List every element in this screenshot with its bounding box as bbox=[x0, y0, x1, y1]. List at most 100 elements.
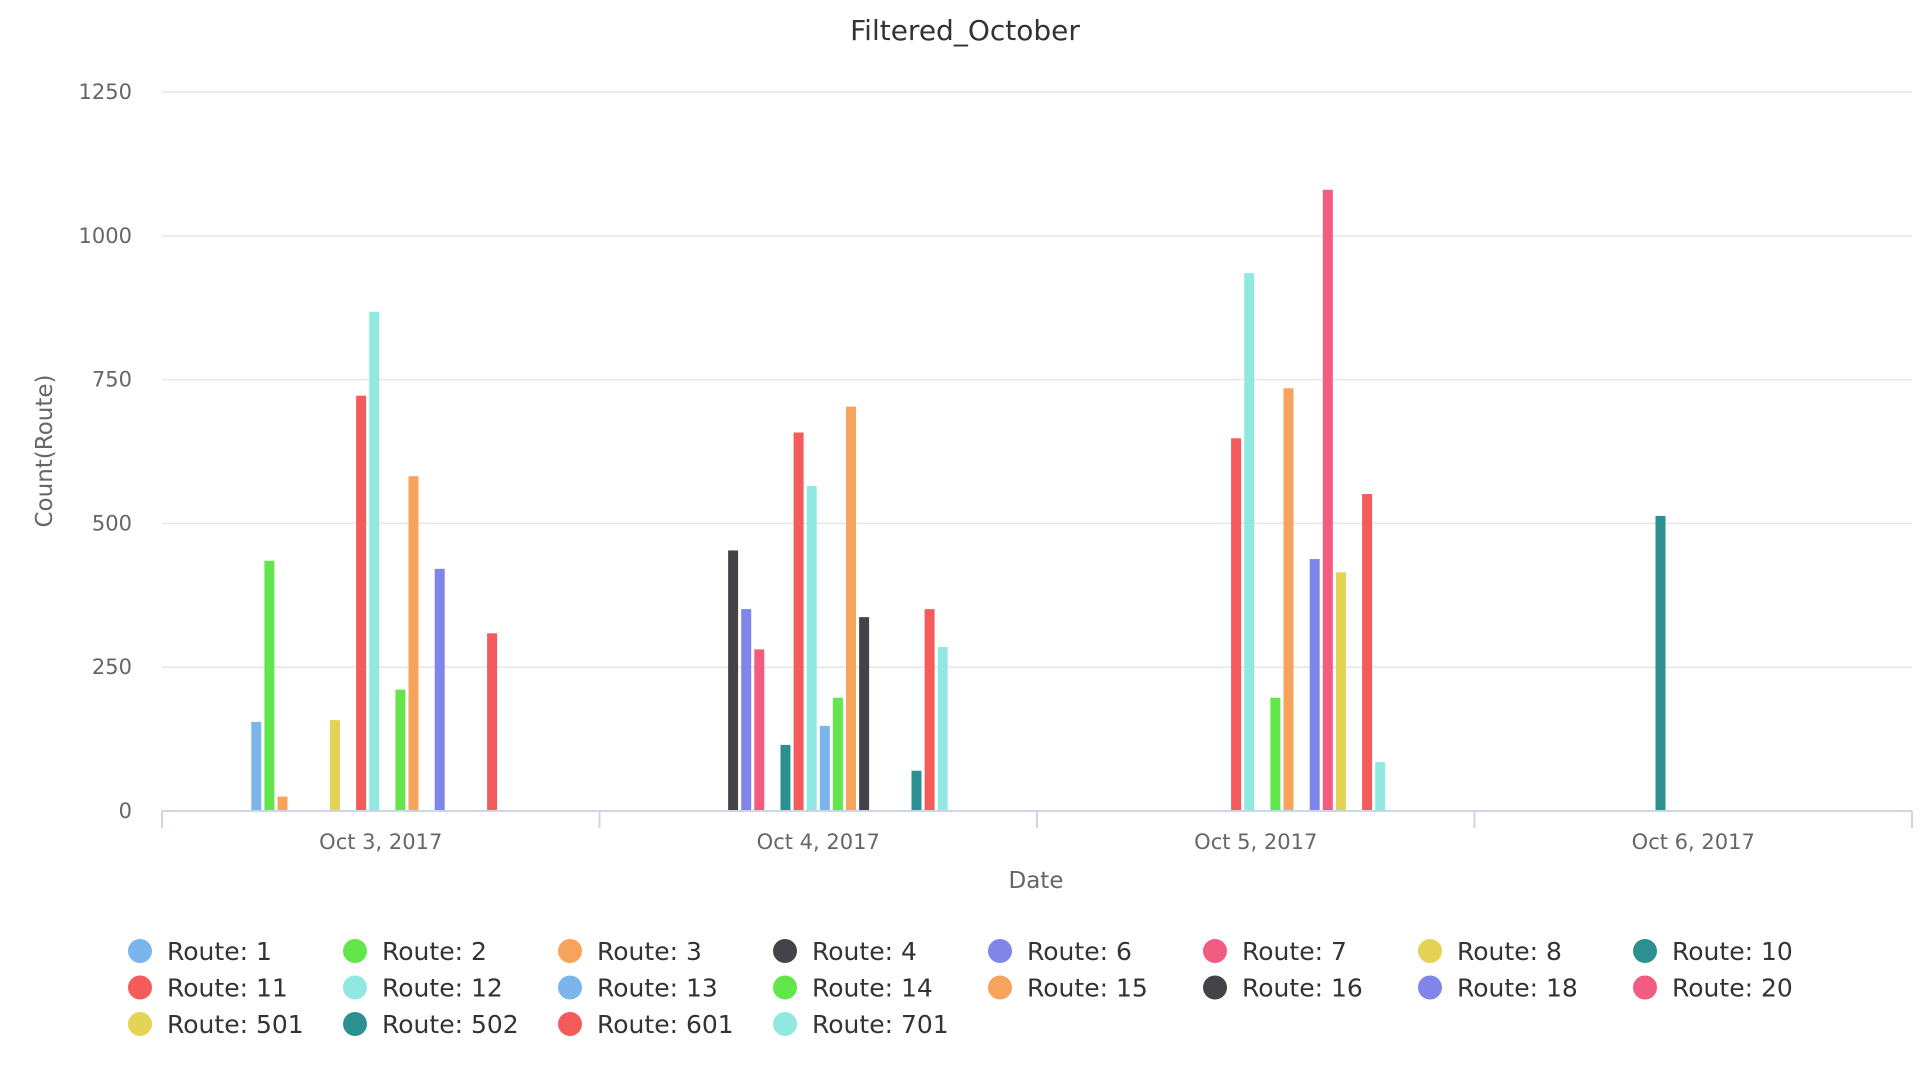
legend-item[interactable]: Route: 18 bbox=[1418, 974, 1578, 1003]
bar-route-601-1[interactable] bbox=[924, 609, 935, 811]
legend-item[interactable]: Route: 3 bbox=[558, 937, 702, 966]
legend-label: Route: 701 bbox=[812, 1010, 949, 1039]
legend-item[interactable]: Route: 16 bbox=[1203, 974, 1363, 1003]
y-tick-label: 250 bbox=[92, 655, 132, 679]
legend-marker bbox=[128, 975, 152, 1000]
legend-marker bbox=[558, 975, 582, 1000]
legend-label: Route: 16 bbox=[1242, 974, 1363, 1003]
bar-route-4-1[interactable] bbox=[728, 550, 739, 811]
bar-route-10-3[interactable] bbox=[1655, 515, 1666, 811]
legend-label: Route: 14 bbox=[812, 974, 933, 1003]
legend-label: Route: 10 bbox=[1672, 937, 1793, 966]
legend-item[interactable]: Route: 14 bbox=[773, 974, 933, 1003]
legend-item[interactable]: Route: 13 bbox=[558, 974, 718, 1003]
bar-route-701-1[interactable] bbox=[937, 647, 948, 811]
bar-route-6-1[interactable] bbox=[741, 609, 752, 811]
legend-label: Route: 2 bbox=[382, 937, 487, 966]
x-axis: Oct 3, 2017 Oct 4, 2017 Oct 5, 2017 Oct 6, … bbox=[161, 810, 1913, 854]
y-tick-label: 1250 bbox=[79, 80, 132, 104]
bar-route-3-0[interactable] bbox=[277, 796, 288, 811]
legend-item[interactable]: Route: 701 bbox=[773, 1010, 949, 1039]
bars bbox=[251, 189, 1666, 811]
bar-route-14-1[interactable] bbox=[832, 697, 843, 811]
bar-route-12-0[interactable] bbox=[369, 311, 380, 811]
legend-marker bbox=[558, 939, 582, 963]
bar-route-12-1[interactable] bbox=[806, 486, 817, 811]
bar-route-20-2[interactable] bbox=[1322, 189, 1333, 811]
legend-label: Route: 3 bbox=[597, 937, 702, 966]
y-tick-label: 750 bbox=[92, 368, 132, 392]
legend-label: Route: 7 bbox=[1242, 937, 1347, 966]
legend-label: Route: 1 bbox=[167, 937, 272, 966]
legend-label: Route: 6 bbox=[1027, 937, 1132, 966]
legend-label: Route: 502 bbox=[382, 1010, 519, 1039]
bar-route-502-1[interactable] bbox=[911, 770, 922, 811]
legend-marker bbox=[1418, 975, 1442, 1000]
bar-route-15-0[interactable] bbox=[408, 476, 419, 811]
bar-route-12-2[interactable] bbox=[1244, 273, 1255, 811]
bar-route-11-0[interactable] bbox=[356, 395, 367, 811]
legend-item[interactable]: Route: 601 bbox=[558, 1010, 734, 1039]
legend-marker bbox=[343, 975, 367, 1000]
legend-marker bbox=[773, 975, 797, 1000]
legend-item[interactable]: Route: 6 bbox=[988, 937, 1132, 966]
legend-item[interactable]: Route: 15 bbox=[988, 974, 1148, 1003]
bar-route-14-0[interactable] bbox=[395, 689, 406, 811]
bar-route-13-1[interactable] bbox=[819, 725, 830, 811]
legend-marker bbox=[988, 939, 1012, 963]
legend-item[interactable]: Route: 4 bbox=[773, 937, 917, 966]
bar-route-18-2[interactable] bbox=[1309, 559, 1320, 811]
bar-route-15-2[interactable] bbox=[1283, 388, 1294, 811]
legend-item[interactable]: Route: 502 bbox=[343, 1010, 519, 1039]
bar-route-601-0[interactable] bbox=[487, 633, 498, 811]
bar-route-18-0[interactable] bbox=[434, 568, 445, 811]
legend-item[interactable]: Route: 501 bbox=[128, 1010, 304, 1039]
y-tick-label: 1000 bbox=[79, 224, 132, 248]
legend-item[interactable]: Route: 8 bbox=[1418, 937, 1562, 966]
legend-label: Route: 18 bbox=[1457, 974, 1578, 1003]
legend-marker bbox=[773, 1012, 797, 1036]
bar-route-10-1[interactable] bbox=[780, 744, 791, 811]
gridlines bbox=[162, 91, 1912, 668]
legend-item[interactable]: Route: 7 bbox=[1203, 937, 1347, 966]
y-axis-label: Count(Route) bbox=[32, 374, 58, 527]
legend-marker bbox=[128, 939, 152, 963]
legend-item[interactable]: Route: 11 bbox=[128, 974, 288, 1003]
bar-route-601-2[interactable] bbox=[1362, 494, 1373, 811]
bar-route-11-1[interactable] bbox=[793, 432, 804, 811]
legend-label: Route: 501 bbox=[167, 1010, 304, 1039]
bar-route-14-2[interactable] bbox=[1270, 697, 1281, 811]
legend-marker bbox=[1633, 975, 1657, 1000]
legend-marker bbox=[1203, 939, 1227, 963]
bar-route-501-2[interactable] bbox=[1335, 572, 1346, 811]
x-axis-label: Date bbox=[1009, 868, 1064, 894]
chart-title: Filtered_October bbox=[850, 14, 1080, 47]
bar-route-7-1[interactable] bbox=[754, 649, 765, 811]
legend-item[interactable]: Route: 1 bbox=[128, 937, 272, 966]
y-tick-label: 500 bbox=[92, 511, 132, 535]
legend-item[interactable]: Route: 20 bbox=[1633, 974, 1793, 1003]
y-axis-ticks: 0 250 500 750 1000 1250 bbox=[79, 80, 132, 823]
legend-label: Route: 4 bbox=[812, 937, 917, 966]
x-tick-label: Oct 3, 2017 bbox=[319, 830, 442, 854]
bar-route-2-0[interactable] bbox=[264, 560, 275, 811]
bar-route-701-2[interactable] bbox=[1375, 762, 1386, 811]
y-tick-label: 0 bbox=[119, 799, 132, 823]
legend-marker bbox=[988, 975, 1012, 1000]
bar-route-15-1[interactable] bbox=[846, 406, 856, 811]
legend-marker bbox=[343, 1012, 367, 1036]
x-tick-label: Oct 5, 2017 bbox=[1194, 830, 1317, 854]
bar-route-1-0[interactable] bbox=[251, 721, 262, 811]
bar-route-11-2[interactable] bbox=[1231, 438, 1242, 811]
legend-item[interactable]: Route: 2 bbox=[343, 937, 487, 966]
bar-route-8-0[interactable] bbox=[329, 720, 340, 811]
bar-route-16-1[interactable] bbox=[859, 617, 870, 811]
legend-label: Route: 15 bbox=[1027, 974, 1148, 1003]
legend-item[interactable]: Route: 10 bbox=[1633, 937, 1793, 966]
legend-item[interactable]: Route: 12 bbox=[343, 974, 503, 1003]
legend-label: Route: 13 bbox=[597, 974, 718, 1003]
legend-label: Route: 601 bbox=[597, 1010, 734, 1039]
legend-marker bbox=[1418, 939, 1442, 963]
